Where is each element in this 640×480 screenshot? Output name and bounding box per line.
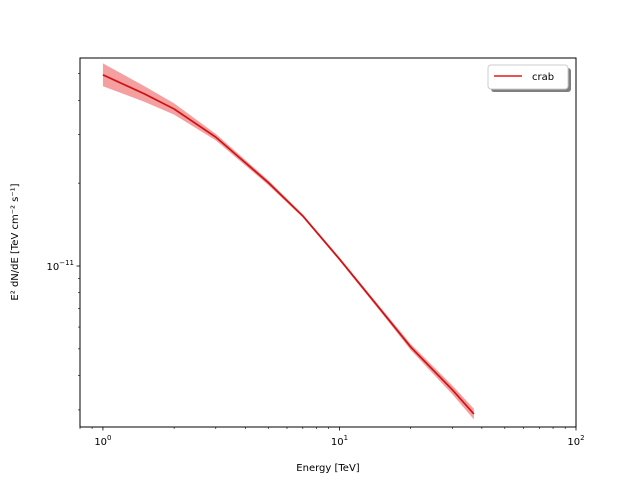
plot-frame	[79, 57, 577, 428]
tick-layer: 100 101 102 10−11	[46, 73, 585, 448]
y-axis-label: E² dN/dE [TeV cm⁻² s⁻¹]	[10, 183, 21, 300]
legend-label-crab: crab	[532, 72, 554, 83]
x-tick-label: 102	[567, 434, 584, 448]
series-line-layer	[102, 74, 475, 415]
confidence-band-crab	[102, 63, 474, 420]
y-tick-label: 10−11	[46, 259, 74, 273]
legend: crab	[487, 64, 571, 92]
series-line-core-crab	[102, 74, 475, 415]
confidence-band-layer	[102, 63, 474, 420]
x-tick-label: 100	[94, 434, 111, 448]
x-axis-label: Energy [TeV]	[296, 463, 359, 474]
x-tick-label: 101	[331, 434, 348, 448]
legend-box	[487, 64, 569, 90]
